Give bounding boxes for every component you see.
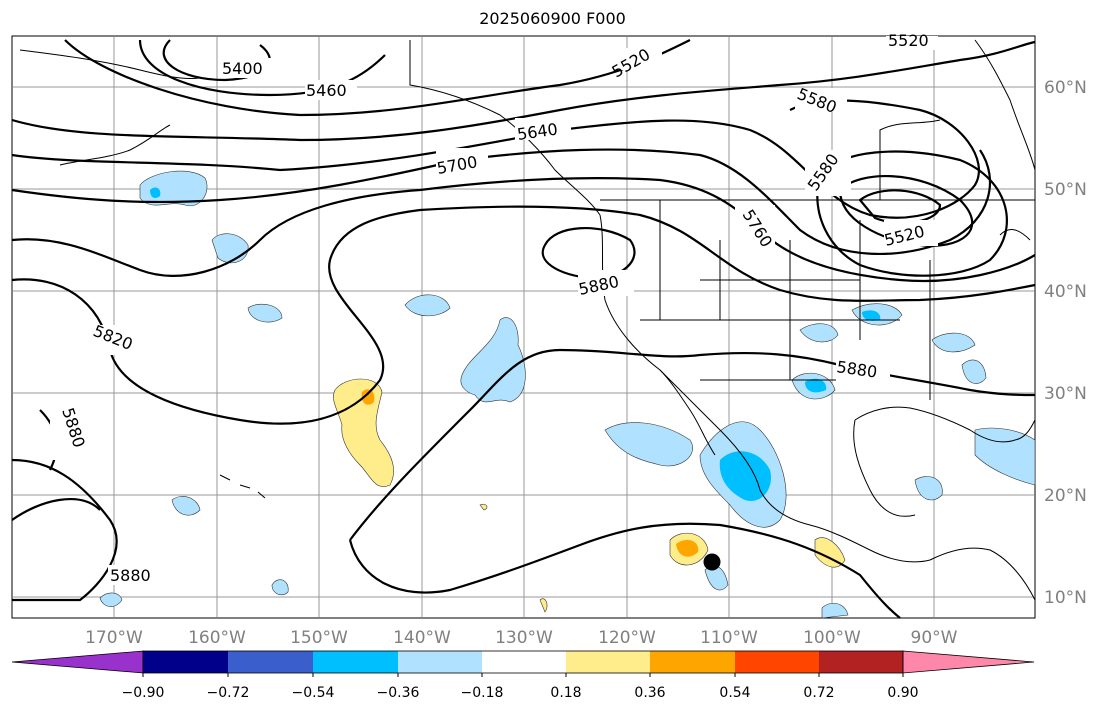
colorbar-tick: 0.54 [719, 685, 750, 701]
location-marker [703, 553, 721, 571]
lat-label-20: 20°N [1044, 486, 1087, 506]
colorbar-segment [11, 650, 144, 674]
negative-patch [604, 422, 693, 467]
lon-label-140w: 140°W [393, 628, 451, 648]
lon-label-150w: 150°W [290, 628, 348, 648]
latitude-labels: 60°N 50°N 40°N 30°N 20°N 10°N [1044, 78, 1087, 608]
negative-patch-core [719, 451, 771, 501]
contour-5820 [11, 205, 1036, 425]
colorbar-tick: −0.54 [292, 685, 335, 701]
lon-label-110w: 110°W [700, 628, 758, 648]
contour-5880-low [348, 522, 901, 619]
colorbar-tick: 0.36 [634, 685, 665, 701]
negative-patch [974, 427, 1036, 486]
colorbar-segment [650, 651, 735, 673]
lat-label-40: 40°N [1044, 282, 1087, 302]
colorbar-tick: 0.72 [803, 685, 834, 701]
negative-patch [171, 496, 201, 516]
positive-patch [539, 598, 548, 613]
colorbar-tick: −0.90 [122, 685, 165, 701]
colorbar-segment [228, 651, 313, 673]
contour-label: 5400 [222, 59, 263, 78]
lon-label-170w: 170°W [85, 628, 143, 648]
negative-patch [99, 592, 123, 607]
negative-patch-core [862, 310, 881, 321]
lat-label-30: 30°N [1044, 384, 1087, 404]
negative-patch [271, 579, 289, 596]
colorbar-tick: −0.36 [377, 685, 420, 701]
colorbar-ticks: −0.90 −0.72 −0.54 −0.36 −0.18 0.18 0.36 … [122, 685, 919, 701]
colorbar-segment [819, 651, 903, 673]
positive-patch [479, 503, 488, 511]
contour-label: 5880 [110, 566, 151, 585]
colorbar-segment [902, 650, 1035, 674]
contour-5880-cell [541, 226, 636, 280]
colorbar [11, 650, 1035, 677]
lon-label-90w: 90°W [911, 628, 958, 648]
coastlines [19, 39, 1036, 601]
height-contours [11, 39, 1036, 619]
contour-5520-west [64, 39, 691, 117]
contour-5760 [11, 176, 1036, 283]
colorbar-tick: 0.90 [887, 685, 918, 701]
lat-label-10: 10°N [1044, 588, 1087, 608]
contour-5580-east [816, 150, 1008, 277]
colorbar-segment [398, 651, 482, 673]
contour-5580-west [11, 40, 1036, 142]
map-title: 2025060900 F000 [479, 9, 626, 28]
contour-labels: 5400 5460 5520 5520 5580 5580 5640 5700 … [50, 31, 938, 585]
negative-patch [931, 332, 976, 353]
colorbar-segment [566, 651, 650, 673]
contour-5880-sw [11, 498, 101, 521]
contour-5520-east [838, 175, 974, 247]
contour-label: 5460 [306, 81, 347, 100]
lat-label-50: 50°N [1044, 180, 1087, 200]
negative-patch-core [805, 378, 827, 393]
colorbar-outline [142, 650, 904, 674]
negative-patch [460, 317, 526, 403]
colorbar-segment [143, 651, 228, 673]
contour-5460 [138, 39, 386, 97]
lon-label-100w: 100°W [803, 628, 861, 648]
colorbar-tick: 0.18 [550, 685, 581, 701]
negative-patch [914, 476, 943, 501]
lat-label-60: 60°N [1044, 78, 1087, 98]
lon-label-120w: 120°W [598, 628, 656, 648]
colorbar-tick: −0.18 [461, 685, 504, 701]
colorbar-segment [313, 651, 398, 673]
positive-patch-core [361, 389, 375, 405]
colorbar-segment [735, 651, 819, 673]
negative-patch [799, 323, 839, 343]
contour-5700 [11, 148, 992, 256]
contour-5880-west [11, 458, 118, 602]
negative-patch [961, 359, 987, 384]
negative-patch [247, 303, 283, 323]
positive-patch [333, 378, 394, 487]
contour-5880-east [349, 348, 1036, 541]
longitude-labels: 170°W 160°W 150°W 140°W 130°W 120°W 110°… [85, 628, 958, 648]
contour-label: 5520 [888, 31, 929, 50]
positive-patch [814, 537, 846, 568]
lon-label-130w: 130°W [495, 628, 553, 648]
lon-label-160w: 160°W [188, 628, 246, 648]
negative-patch [404, 294, 451, 317]
negative-patch-core [150, 187, 161, 198]
positive-patch-core [676, 539, 699, 557]
contour-5640 [11, 99, 981, 219]
colorbar-tick: −0.72 [207, 685, 250, 701]
colorbar-segment [482, 651, 566, 673]
negative-patch [821, 602, 849, 619]
